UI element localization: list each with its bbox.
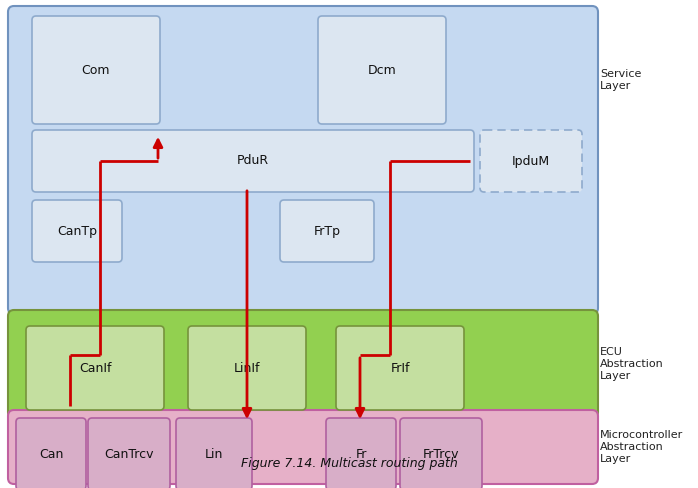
FancyBboxPatch shape xyxy=(480,130,582,192)
FancyBboxPatch shape xyxy=(188,326,306,410)
FancyBboxPatch shape xyxy=(8,410,598,484)
FancyBboxPatch shape xyxy=(8,310,598,418)
Text: Figure 7.14. Multicast routing path: Figure 7.14. Multicast routing path xyxy=(241,458,457,470)
Text: CanTrcv: CanTrcv xyxy=(104,447,154,461)
FancyBboxPatch shape xyxy=(336,326,464,410)
FancyBboxPatch shape xyxy=(16,418,86,488)
Text: ECU
Abstraction
Layer: ECU Abstraction Layer xyxy=(600,347,664,381)
FancyBboxPatch shape xyxy=(32,130,474,192)
FancyBboxPatch shape xyxy=(32,16,160,124)
Text: PduR: PduR xyxy=(237,155,269,167)
FancyBboxPatch shape xyxy=(26,326,164,410)
FancyBboxPatch shape xyxy=(318,16,446,124)
Text: Microcontroller
Abstraction
Layer: Microcontroller Abstraction Layer xyxy=(600,430,683,464)
FancyBboxPatch shape xyxy=(280,200,374,262)
FancyBboxPatch shape xyxy=(400,418,482,488)
Text: CanTp: CanTp xyxy=(57,224,97,238)
Text: FrTrcv: FrTrcv xyxy=(423,447,459,461)
FancyBboxPatch shape xyxy=(88,418,170,488)
Text: Com: Com xyxy=(82,63,110,77)
Text: Dcm: Dcm xyxy=(368,63,396,77)
Text: Fr: Fr xyxy=(355,447,366,461)
Text: Service
Layer: Service Layer xyxy=(600,69,641,91)
Text: Can: Can xyxy=(39,447,64,461)
FancyBboxPatch shape xyxy=(326,418,396,488)
Text: FrIf: FrIf xyxy=(390,362,410,374)
FancyBboxPatch shape xyxy=(8,6,598,314)
Text: LinIf: LinIf xyxy=(234,362,260,374)
FancyBboxPatch shape xyxy=(176,418,252,488)
Text: FrTp: FrTp xyxy=(313,224,341,238)
FancyBboxPatch shape xyxy=(32,200,122,262)
Text: Lin: Lin xyxy=(205,447,223,461)
Text: CanIf: CanIf xyxy=(79,362,111,374)
Text: IpduM: IpduM xyxy=(512,155,550,167)
